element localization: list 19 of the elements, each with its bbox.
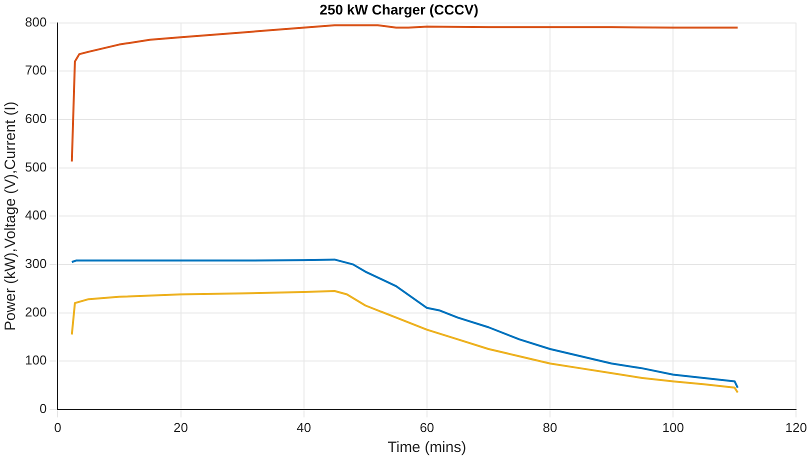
y-tick-label: 700 xyxy=(24,62,47,78)
x-tick-label: 0 xyxy=(54,420,62,435)
x-axis-title: Time (mins) xyxy=(388,439,466,456)
y-tick-label: 100 xyxy=(24,352,47,368)
x-tick-label: 60 xyxy=(420,420,434,435)
y-tick-label: 300 xyxy=(24,256,47,272)
y-tick-label: 500 xyxy=(24,159,47,174)
y-tick-label: 600 xyxy=(24,111,47,126)
x-tick-label: 100 xyxy=(662,420,684,435)
y-tick-label: 400 xyxy=(24,208,47,223)
y-tick-label: 0 xyxy=(39,400,47,416)
x-tick-label: 120 xyxy=(785,420,808,435)
chart-title: 250 kW Charger (CCCV) xyxy=(320,1,478,18)
x-tick-label: 80 xyxy=(542,420,558,435)
y-tick-label: 200 xyxy=(24,304,47,320)
y-axis-title: Power (kW),Voltage (V),Current (I) xyxy=(2,101,20,331)
x-tick-label: 40 xyxy=(296,420,312,435)
x-tick-label: 20 xyxy=(174,420,188,435)
y-tick-label: 800 xyxy=(24,14,47,30)
